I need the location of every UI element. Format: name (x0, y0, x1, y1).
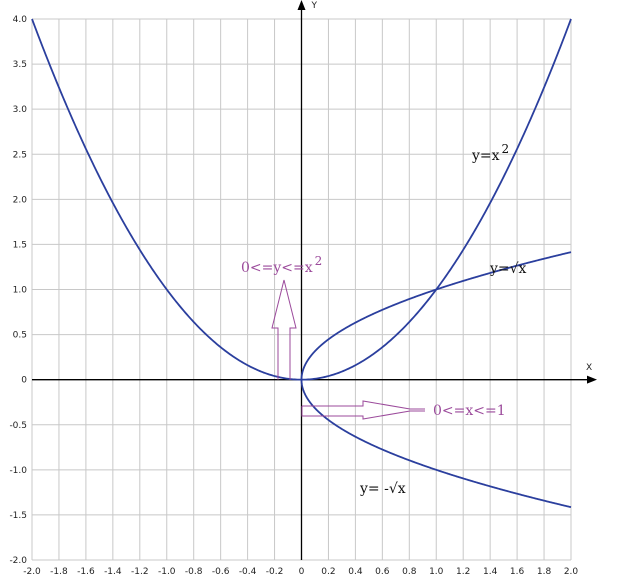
x-tick-label: -0.2 (266, 567, 284, 577)
x-tick-label: 1.4 (483, 567, 498, 577)
y-tick-label: 0 (21, 376, 27, 386)
annotation-y-range: 0<=y<=x 2 (241, 254, 322, 276)
x-tick-label: -0.8 (185, 567, 203, 577)
curve-neg-sqrt (300, 379, 572, 509)
annotation-x-range: 0<=x<=1 (433, 403, 506, 419)
y-tick-label: -1.0 (9, 466, 27, 476)
x-tick-label: 1.0 (429, 567, 444, 577)
x-tick-label: -1.8 (50, 567, 68, 577)
y-axis-arrow-icon (297, 0, 306, 10)
label-y-neg-sqrt-x: y= -√x (359, 481, 406, 497)
label-y-sqrt-x: y=√x (489, 261, 527, 277)
label-y-x-squared-main: y=x (471, 148, 500, 164)
x-tick-label: 0.8 (402, 567, 417, 577)
up-arrow-icon (271, 279, 297, 380)
x-axis-label: X (586, 363, 592, 373)
y-tick-label: 2.0 (13, 195, 28, 205)
right-arrow-icon (301, 400, 425, 420)
x-tick-label: -1.2 (131, 567, 149, 577)
y-tick-label: -1.5 (9, 511, 27, 521)
x-tick-label: 0.4 (348, 567, 363, 577)
y-tick-label: 1.5 (13, 240, 27, 250)
x-tick-label: 2.0 (564, 567, 579, 577)
x-tick-label: -1.0 (158, 567, 176, 577)
y-tick-label: 1.0 (13, 286, 28, 296)
y-tick-label: -0.5 (9, 421, 27, 431)
y-tick-label: -2.0 (9, 556, 27, 566)
y-axis-label: Y (311, 1, 318, 11)
x-tick-label: -0.6 (212, 567, 230, 577)
x-tick-label: 0.6 (375, 567, 390, 577)
label-y-x-squared: y=x 2 (471, 142, 509, 164)
annotation-y-range-main: 0<=y<=x (241, 260, 313, 276)
x-tick-label: 0 (299, 567, 305, 577)
x-tick-label: -1.6 (77, 567, 95, 577)
y-tick-label: 2.5 (13, 150, 27, 160)
y-tick-label: 0.5 (13, 331, 27, 341)
x-tick-label: -2.0 (23, 567, 41, 577)
y-tick-label: 4.0 (13, 15, 28, 25)
annotation-y-range-superscript: 2 (315, 254, 323, 268)
x-tick-label: 1.8 (537, 567, 552, 577)
x-tick-label: 1.2 (456, 567, 470, 577)
x-tick-label: 0.2 (321, 567, 335, 577)
curve-sqrt (300, 251, 572, 380)
x-tick-label: -0.4 (239, 567, 257, 577)
x-tick-label: 1.6 (510, 567, 525, 577)
x-axis-arrow-icon (587, 375, 597, 384)
y-tick-label: 3.5 (13, 60, 27, 70)
y-tick-label: 3.0 (13, 105, 28, 115)
x-tick-label: -1.4 (104, 567, 122, 577)
label-y-x-squared-superscript: 2 (502, 142, 510, 156)
